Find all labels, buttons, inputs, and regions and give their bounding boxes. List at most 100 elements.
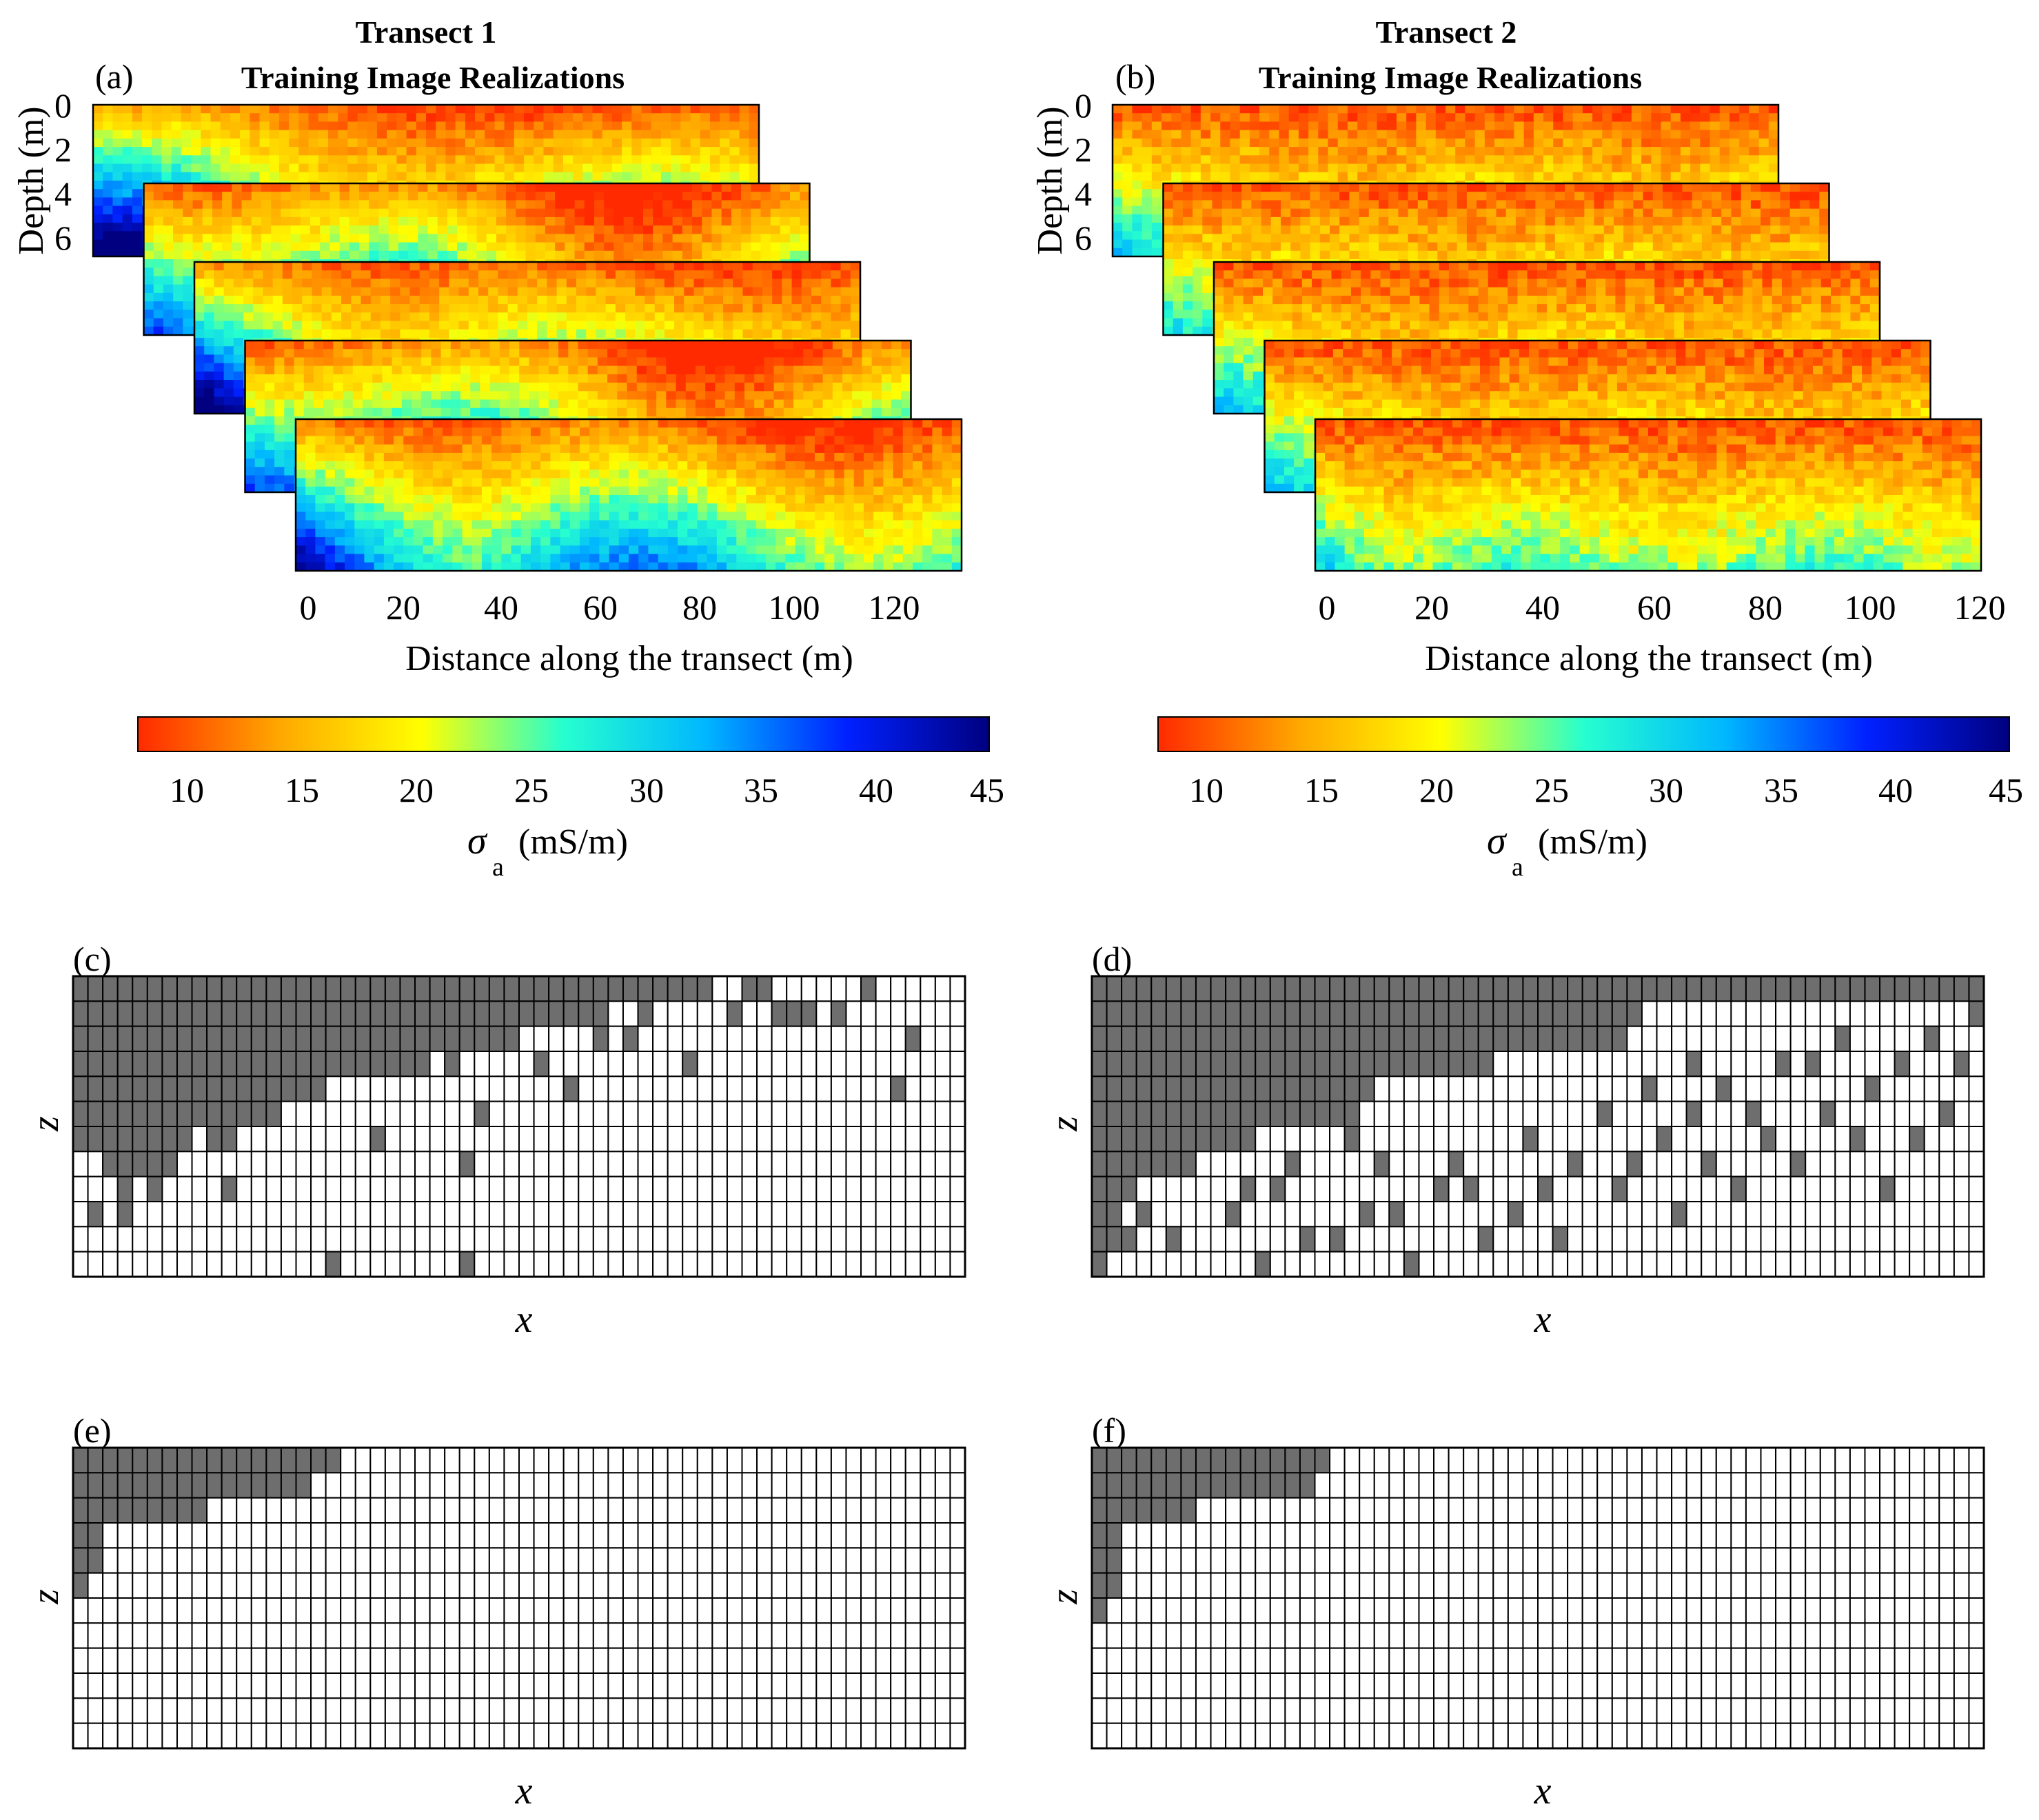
heat-cell <box>416 121 427 131</box>
heat-cell <box>254 391 265 401</box>
heat-cell <box>524 130 534 139</box>
heat-cell <box>752 262 763 271</box>
heat-cell <box>783 365 794 375</box>
heat-cell <box>852 383 863 392</box>
heat-cell <box>437 208 448 218</box>
heat-cell <box>122 121 133 131</box>
heat-cell <box>416 155 427 165</box>
heat-cell <box>674 270 684 280</box>
heat-cell <box>390 287 400 296</box>
heat-cell <box>690 121 701 131</box>
heat-cell <box>790 192 800 201</box>
heat-cell <box>790 234 800 243</box>
heat-cell <box>720 121 730 131</box>
heat-cell <box>494 113 505 123</box>
heat-cell <box>883 419 894 428</box>
heat-cell <box>233 363 244 372</box>
heat-cell <box>343 349 354 358</box>
heat-cell <box>553 138 564 148</box>
heat-cell <box>623 242 634 252</box>
heat-cell <box>773 357 784 367</box>
heat-cell <box>813 399 824 409</box>
heat-cell <box>467 208 478 218</box>
heat-cell <box>744 357 755 367</box>
heat-cell <box>654 262 665 271</box>
heat-cell <box>780 250 791 260</box>
heat-cell <box>298 147 310 156</box>
heat-cell <box>597 407 608 417</box>
heat-cell <box>243 262 254 271</box>
heat-cell <box>534 147 545 156</box>
heat-cell <box>731 234 742 243</box>
heat-cell <box>715 407 726 417</box>
heat-cell <box>362 341 373 350</box>
heat-cell <box>671 138 681 148</box>
heat-cell <box>832 357 843 367</box>
heat-cell <box>617 341 628 350</box>
heat-cell <box>636 383 647 392</box>
heat-cell <box>476 225 487 234</box>
heat-cell <box>555 183 565 192</box>
heat-cell <box>412 383 422 392</box>
heat-cell <box>693 270 704 280</box>
heat-cell <box>251 183 262 192</box>
heat-cell <box>455 163 466 173</box>
heat-cell <box>804 419 815 428</box>
heat-cell <box>232 183 243 192</box>
heat-cell <box>312 304 323 313</box>
heat-cell <box>153 301 164 310</box>
heat-cell <box>627 391 638 401</box>
heat-cell <box>562 155 574 165</box>
heat-cell <box>693 262 704 271</box>
heat-cell <box>695 383 706 392</box>
heat-cell <box>261 250 272 260</box>
heat-cell <box>891 341 902 350</box>
heat-cell <box>831 312 842 322</box>
heat-cell <box>396 113 407 123</box>
heat-cell <box>245 467 256 476</box>
heat-cell <box>370 262 381 271</box>
heat-cell <box>734 341 745 350</box>
heat-cell <box>153 276 164 285</box>
heat-cell <box>733 279 744 288</box>
heat-cell <box>605 312 616 322</box>
heat-cell <box>951 419 962 428</box>
heat-cell <box>700 155 711 165</box>
heat-cell <box>700 121 711 131</box>
heat-cell <box>439 304 449 313</box>
heat-cell <box>427 192 438 201</box>
heat-cell <box>253 270 264 280</box>
heat-cell <box>643 208 653 218</box>
heat-cell <box>400 262 411 271</box>
heat-cell <box>132 121 143 131</box>
heat-cell <box>566 287 577 296</box>
heat-cell <box>636 357 647 367</box>
heat-cell <box>729 147 740 156</box>
heat-cell <box>703 270 714 280</box>
heat-cell <box>183 208 194 218</box>
heat-cell <box>741 242 751 252</box>
heat-cell <box>527 287 538 296</box>
heat-cell <box>553 130 564 139</box>
heat-cell <box>251 200 262 210</box>
heat-cell <box>800 200 811 210</box>
heat-cell <box>245 349 256 358</box>
heat-cell <box>103 239 114 249</box>
heat-cell <box>589 419 600 428</box>
heat-cell <box>347 172 358 181</box>
heat-cell <box>282 287 293 296</box>
heat-cell <box>445 105 456 114</box>
heat-cell <box>300 200 311 210</box>
heat-cell <box>538 365 549 375</box>
heat-cell <box>161 172 172 181</box>
heat-cell <box>284 475 295 485</box>
heat-cell <box>298 155 310 165</box>
heat-cell <box>412 349 422 358</box>
heat-cell <box>800 242 811 252</box>
heat-cell <box>764 391 775 401</box>
heat-cell <box>543 147 554 156</box>
heat-cell <box>783 374 794 383</box>
heat-cell <box>284 383 295 392</box>
heat-cell <box>587 383 598 392</box>
heat-cell <box>359 183 369 192</box>
